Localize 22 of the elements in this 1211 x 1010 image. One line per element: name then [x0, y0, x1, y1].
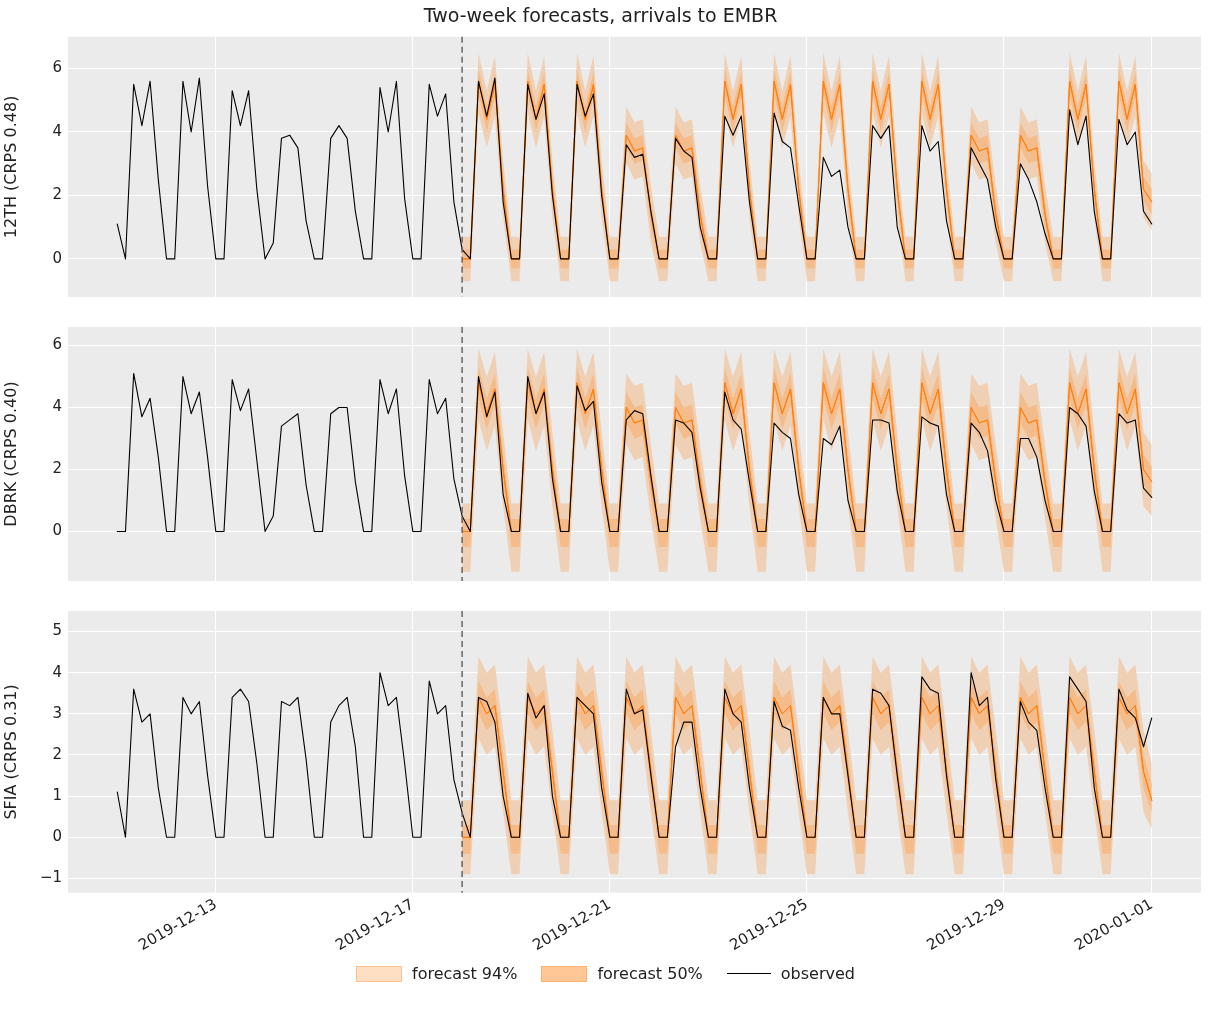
y-tick-label: 1 — [52, 786, 62, 805]
chart-title: Two-week forecasts, arrivals to EMBR — [422, 4, 778, 27]
y-tick-label: 0 — [52, 521, 62, 540]
y-tick-label: 4 — [52, 662, 62, 681]
legend-label: forecast 50% — [597, 964, 703, 983]
y-tick-label: 4 — [52, 121, 62, 140]
y-tick-label: 6 — [52, 58, 62, 77]
legend-label: forecast 94% — [412, 964, 518, 983]
y-tick-label: 4 — [52, 397, 62, 416]
y-tick-label: 2 — [52, 744, 62, 763]
legend-label: observed — [780, 964, 855, 983]
y-axis-title: SFIA (CRPS 0.31) — [0, 684, 20, 820]
y-tick-label: 0 — [52, 248, 62, 267]
y-axis-title: DBRK (CRPS 0.40) — [0, 381, 20, 527]
y-tick-label: 3 — [52, 703, 62, 722]
y-tick-label: −1 — [39, 868, 62, 887]
y-tick-label: 2 — [52, 459, 62, 478]
y-tick-label: 2 — [52, 185, 62, 204]
y-tick-label: 0 — [52, 827, 62, 846]
y-tick-label: 5 — [52, 621, 62, 640]
y-tick-label: 6 — [52, 335, 62, 354]
y-axis-title: 12TH (CRPS 0.48) — [0, 95, 20, 239]
